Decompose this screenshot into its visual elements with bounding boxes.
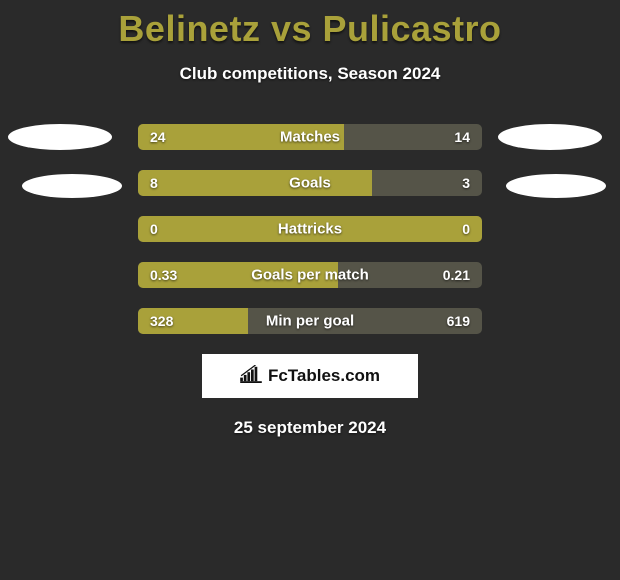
- stat-value-left: 0.33: [150, 267, 177, 283]
- stat-row: 24 Matches 14: [138, 124, 482, 150]
- stat-label: Goals: [289, 175, 331, 192]
- stat-value-right: 619: [447, 313, 470, 329]
- stat-label: Hattricks: [278, 221, 342, 238]
- stat-value-left: 24: [150, 129, 166, 145]
- stat-value-right: 0.21: [443, 267, 470, 283]
- stat-value-left: 0: [150, 221, 158, 237]
- stat-value-left: 8: [150, 175, 158, 191]
- stat-fill-left: [138, 170, 372, 196]
- player-right-ellipse-1: [498, 124, 602, 150]
- stat-row: 0 Hattricks 0: [138, 216, 482, 242]
- comparison-rows: 24 Matches 14 8 Goals 3 0 Hattricks 0: [138, 124, 482, 334]
- stat-label: Matches: [280, 129, 340, 146]
- subtitle: Club competitions, Season 2024: [0, 64, 620, 84]
- stat-value-right: 14: [454, 129, 470, 145]
- stat-value-right: 0: [462, 221, 470, 237]
- page: Belinetz vs Pulicastro Club competitions…: [0, 0, 620, 580]
- branding-text: FcTables.com: [268, 366, 380, 386]
- player-left-ellipse-2: [22, 174, 122, 198]
- stat-row: 0.33 Goals per match 0.21: [138, 262, 482, 288]
- stat-row: 328 Min per goal 619: [138, 308, 482, 334]
- stat-value-left: 328: [150, 313, 173, 329]
- player-right-ellipse-2: [506, 174, 606, 198]
- player-left-ellipse-1: [8, 124, 112, 150]
- bar-chart-icon: [240, 365, 262, 388]
- stat-label: Goals per match: [251, 267, 369, 284]
- stat-label: Min per goal: [266, 313, 354, 330]
- branding[interactable]: FcTables.com: [202, 354, 418, 398]
- stat-row: 8 Goals 3: [138, 170, 482, 196]
- date-text: 25 september 2024: [0, 418, 620, 438]
- page-title: Belinetz vs Pulicastro: [0, 0, 620, 50]
- content: 24 Matches 14 8 Goals 3 0 Hattricks 0: [0, 124, 620, 438]
- stat-value-right: 3: [462, 175, 470, 191]
